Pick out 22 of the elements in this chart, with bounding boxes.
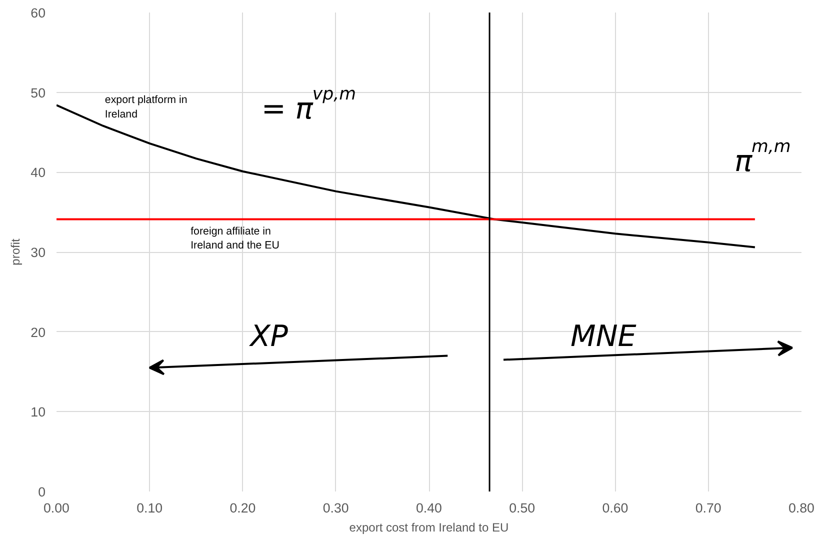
y-tick-label: 10 [30,404,46,420]
y-tick-label: 40 [30,165,46,180]
x-tick-label: 0.60 [602,500,628,516]
y-tick-label: 50 [30,85,46,100]
y-tick-label: 60 [30,6,46,20]
x-tick-label: 0.10 [136,500,163,516]
x-tick-label: 0.30 [322,500,349,516]
y-tick-label: 20 [30,324,46,340]
x-tick-label: 0.50 [509,500,536,516]
x-tick-label: 0.70 [695,500,722,516]
y-tick-label: 0 [38,484,46,500]
annotation: XP [248,318,288,353]
y-axis-title: profit [8,238,23,266]
annotation: MNE [570,318,637,353]
x-axis-title: export cost from Ireland to EU [349,520,509,534]
x-tick-label: 0.20 [230,500,256,516]
x-tick-label: 0.00 [44,500,70,516]
series-label: export platform in Ireland [104,94,188,120]
x-tick-label: 0.40 [416,500,442,516]
series-label: foreign affiliate in Ireland and the EU [190,225,280,252]
y-tick-label: 30 [30,245,46,260]
x-tick-label: 0.80 [788,500,814,516]
